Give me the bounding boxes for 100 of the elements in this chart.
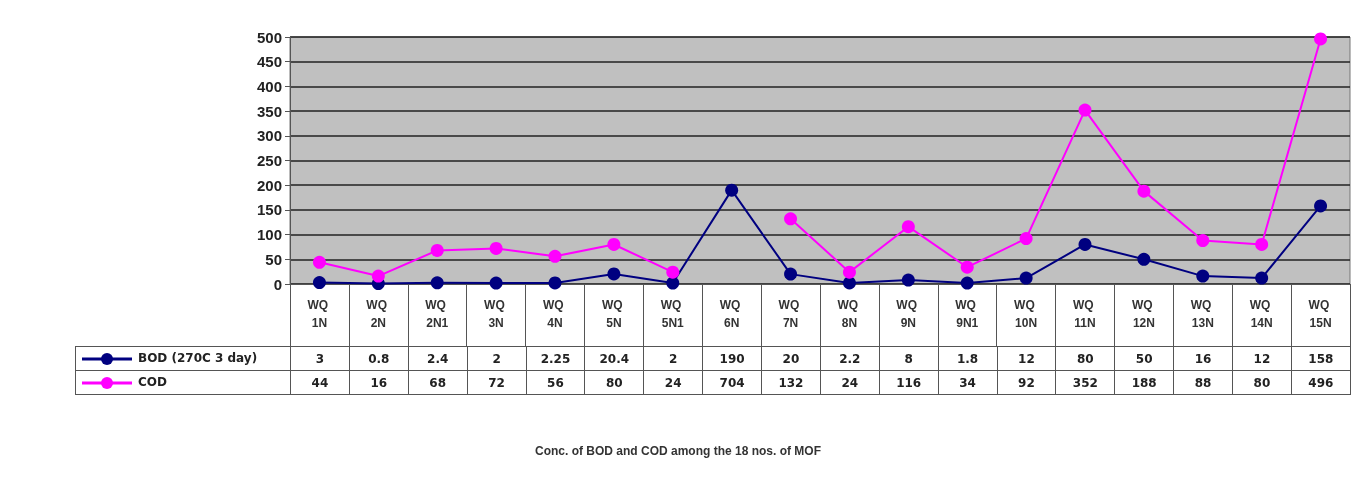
- data-label: 80: [1232, 370, 1292, 395]
- x-tick-label: WQ 4N: [543, 298, 567, 330]
- point: [312, 255, 326, 269]
- y-tick-label: 350: [256, 102, 282, 120]
- data-label: 16: [349, 370, 409, 395]
- data-label: 44: [290, 370, 350, 395]
- data-label: 16: [1173, 346, 1233, 371]
- text: Conc. of BOD and COD among the 18 nos. of MOF: [534, 444, 822, 458]
- point: [1255, 271, 1269, 285]
- data-label: 24: [643, 370, 703, 395]
- point: [901, 273, 915, 287]
- data-label: 8: [879, 346, 939, 371]
- data-label: 2.25: [526, 346, 585, 371]
- point: [901, 220, 915, 234]
- x-tick-label: WQ 14N: [1249, 298, 1274, 330]
- x-tick-label: WQ 9N: [896, 298, 921, 330]
- data-label: 2: [467, 346, 526, 371]
- data-label: 190: [702, 346, 762, 371]
- y-tick-label: 0: [273, 275, 282, 293]
- data-label: 20: [761, 346, 821, 371]
- point: [371, 269, 385, 283]
- x-tick-label: WQ 12N: [1131, 298, 1156, 330]
- x-tick-label: WQ 7N: [778, 298, 803, 330]
- data-label: 34: [938, 370, 997, 395]
- point: [784, 212, 798, 226]
- y-tick-label: 250: [256, 152, 282, 169]
- x-tick-label: WQ 11N: [1073, 298, 1097, 330]
- data-label: 72: [467, 370, 526, 395]
- x-tick-label: WQ 2N1: [425, 298, 450, 330]
- point: [489, 276, 503, 290]
- y-tick-label: 450: [256, 53, 282, 71]
- point: [1314, 199, 1328, 213]
- point: [666, 276, 680, 290]
- x-tick-label: WQ 3N: [484, 298, 509, 330]
- y-tick-label: 150: [256, 201, 282, 219]
- data-label: 0.8: [349, 346, 409, 371]
- y-tick-label: 100: [256, 226, 282, 244]
- point: [430, 243, 444, 257]
- point: [430, 276, 444, 290]
- data-label: 12: [997, 346, 1056, 371]
- y-tick-label: 50: [265, 250, 282, 268]
- text: 704: [719, 375, 745, 390]
- point: [842, 265, 856, 279]
- x-tick-label: WQ 6N: [719, 298, 744, 330]
- data-label: 132: [761, 370, 821, 395]
- point: [1137, 184, 1151, 198]
- data-label: 12: [1232, 346, 1292, 371]
- point: [548, 276, 562, 290]
- data-label: 496: [1291, 370, 1351, 395]
- data-label: 188: [1114, 370, 1174, 395]
- data-label: 2.4: [408, 346, 468, 371]
- point: [960, 276, 974, 290]
- point: [1137, 252, 1151, 266]
- point: [607, 267, 621, 281]
- data-label: 3: [290, 346, 350, 371]
- data-label: 88: [1173, 370, 1233, 395]
- x-tick-label: WQ 1N: [307, 298, 332, 330]
- data-label: 352: [1055, 370, 1115, 395]
- x-tick-label: WQ 8N: [837, 298, 862, 330]
- x-tick-label: WQ 10N: [1014, 298, 1039, 330]
- data-label: 1.8: [938, 346, 997, 371]
- point: [548, 249, 562, 263]
- data-label: 68: [408, 370, 468, 395]
- point: [1019, 271, 1033, 285]
- point: [489, 241, 503, 255]
- y-tick-label: 400: [256, 77, 282, 95]
- data-label: 2.2: [820, 346, 880, 371]
- point: [784, 267, 798, 281]
- data-label: 80: [1055, 346, 1115, 371]
- data-label: 116: [879, 370, 939, 395]
- data-label: 50: [1114, 346, 1174, 371]
- data-label: 158: [1291, 346, 1351, 371]
- data-label: 56: [526, 370, 585, 395]
- point: [607, 237, 621, 251]
- y-tick-label: 300: [256, 127, 282, 145]
- data-label: 24: [820, 370, 880, 395]
- x-tick-label: WQ 5N1: [660, 298, 685, 330]
- point: [1196, 234, 1210, 248]
- x-tick-label: WQ 15N: [1308, 298, 1333, 330]
- point: [1078, 103, 1092, 117]
- point: [960, 260, 974, 274]
- y-tick-label: 500: [256, 28, 282, 46]
- x-tick-label: WQ 13N: [1190, 298, 1215, 330]
- x-tick-label: WQ 9N1: [955, 298, 980, 330]
- point: [1314, 32, 1328, 46]
- data-label: 20.4: [584, 346, 644, 371]
- legend-label: BOD (270C 3 day): [75, 346, 291, 371]
- point: [725, 183, 739, 197]
- point: [666, 265, 680, 279]
- y-tick-label: 200: [256, 176, 282, 194]
- x-tick-label: WQ 5N: [601, 298, 626, 330]
- point: [312, 276, 326, 290]
- data-label: 2: [643, 346, 703, 371]
- data-label: 92: [997, 370, 1056, 395]
- point: [1255, 237, 1269, 251]
- point: [1078, 237, 1092, 251]
- data-label: 80: [584, 370, 644, 395]
- point: [1019, 232, 1033, 246]
- legend-label: COD: [75, 370, 291, 395]
- point: [1196, 269, 1210, 283]
